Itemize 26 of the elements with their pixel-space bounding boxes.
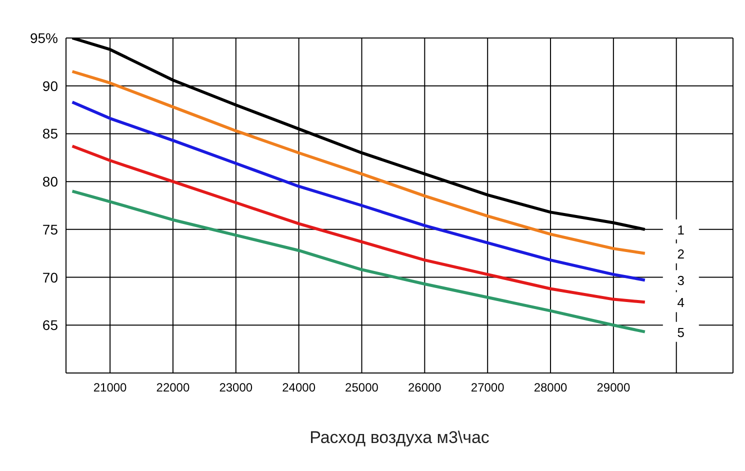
y-tick-label: 85 bbox=[42, 126, 58, 142]
text: 5 bbox=[677, 324, 685, 340]
y-tick-label: 80 bbox=[42, 174, 58, 190]
x-tick-label: 21000 bbox=[93, 380, 128, 395]
x-tick-label: 23000 bbox=[219, 380, 253, 395]
text: 2 bbox=[677, 246, 685, 262]
x-tick-label: 22000 bbox=[156, 380, 190, 395]
x-tick-label: 24000 bbox=[282, 380, 316, 395]
line-series bbox=[70, 144, 646, 304]
line-series bbox=[70, 190, 646, 334]
x-tick-label: 29000 bbox=[596, 380, 630, 395]
text: 1 bbox=[677, 222, 685, 238]
x-tick-label: 28000 bbox=[534, 380, 568, 395]
x-axis-title: Расход воздуха м3\час bbox=[310, 428, 490, 447]
text: 3 bbox=[677, 273, 685, 288]
text: 4 bbox=[677, 295, 685, 310]
y-tick-label: 95% bbox=[30, 30, 58, 46]
y-tick-label: 90 bbox=[42, 78, 58, 94]
y-tick-label: 75 bbox=[42, 221, 58, 238]
line-series bbox=[70, 70, 646, 255]
x-tick-label: 26000 bbox=[408, 380, 442, 395]
y-tick-label: 65 bbox=[42, 317, 58, 334]
line-series bbox=[70, 100, 646, 282]
x-tick-label: 27000 bbox=[470, 380, 505, 395]
y-tick-label: 70 bbox=[42, 269, 58, 286]
x-tick-label: 25000 bbox=[345, 380, 379, 395]
